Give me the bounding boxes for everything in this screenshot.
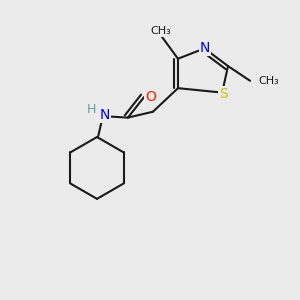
- Text: O: O: [145, 90, 156, 104]
- Text: N: N: [99, 108, 110, 122]
- Text: CH₃: CH₃: [150, 26, 171, 36]
- Text: CH₃: CH₃: [258, 76, 279, 86]
- Text: H: H: [87, 103, 96, 116]
- Text: S: S: [219, 87, 228, 101]
- Text: N: N: [200, 41, 210, 55]
